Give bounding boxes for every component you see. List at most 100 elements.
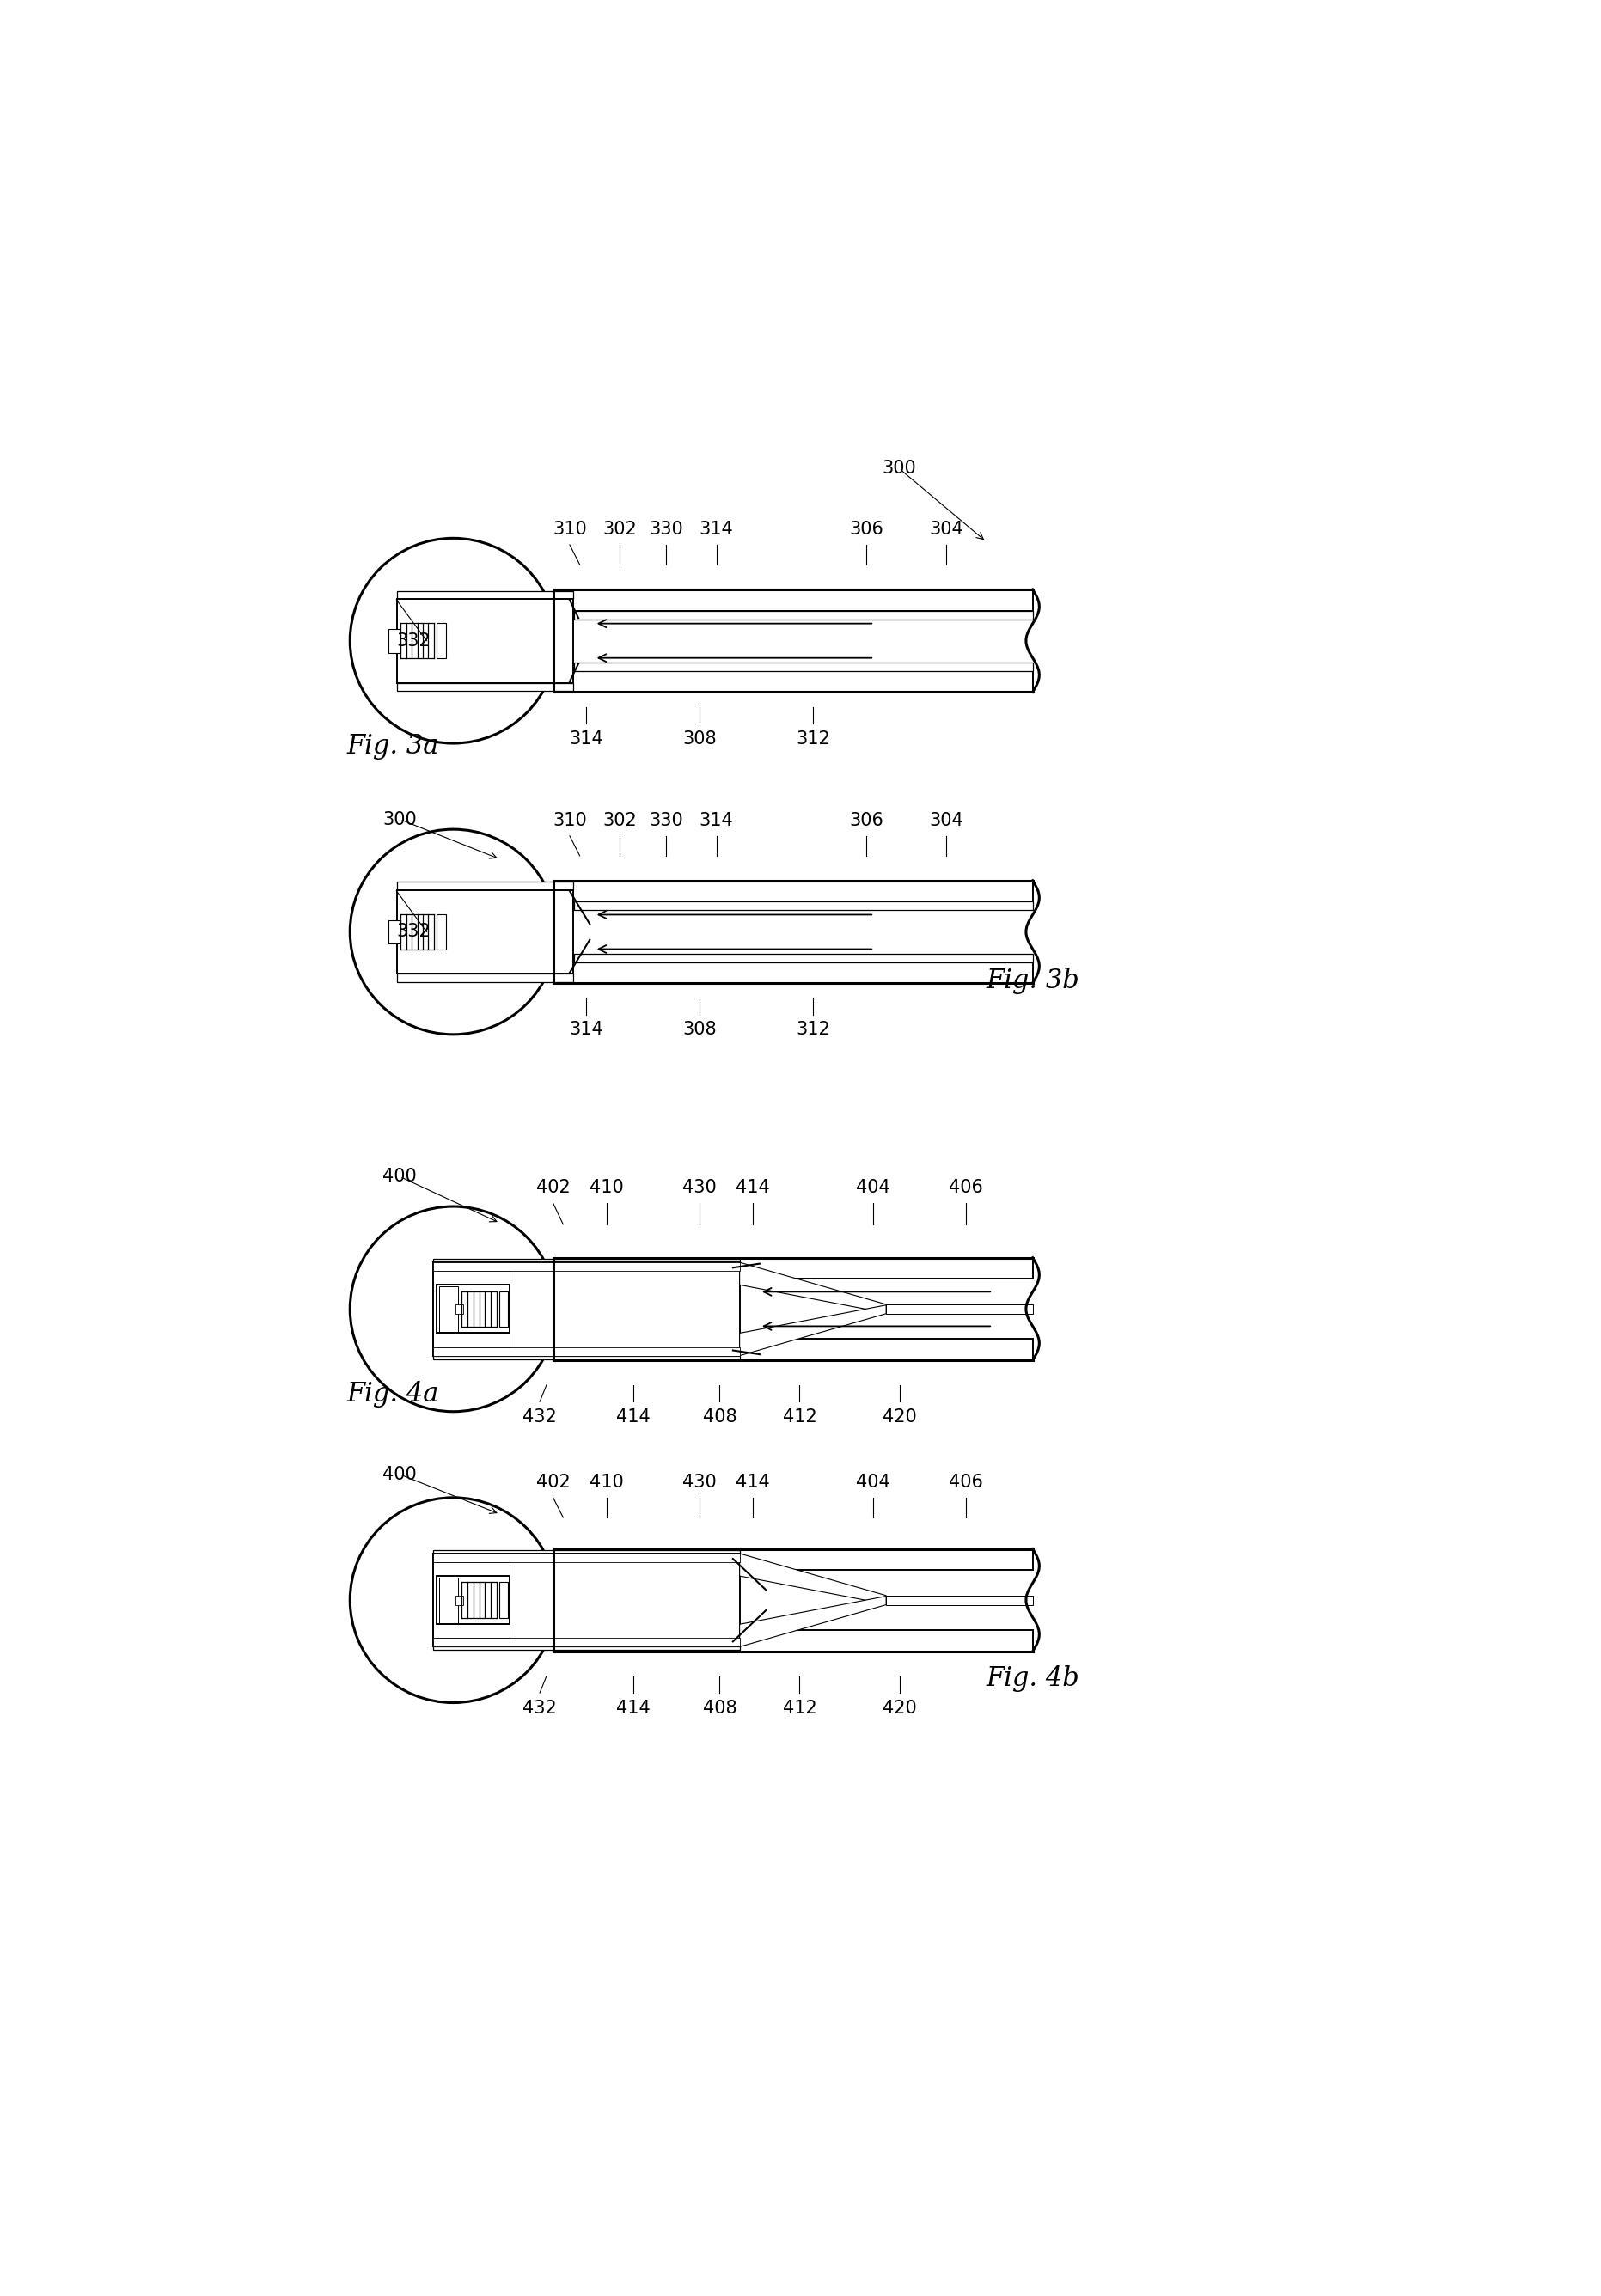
Text: 402: 402 [536,1474,570,1490]
Bar [389,629,400,652]
Circle shape [351,1205,557,1412]
Text: 400: 400 [383,1169,416,1185]
Bar [434,1637,740,1646]
Text: 414: 414 [736,1474,770,1490]
Bar [500,1290,508,1327]
Bar [434,1554,740,1646]
Text: 300: 300 [882,459,916,478]
Text: Fig. 4a: Fig. 4a [347,1380,439,1407]
Text: 404: 404 [855,1474,890,1490]
Bar [885,1596,1033,1605]
Bar [397,882,573,891]
Text: 414: 414 [616,1699,650,1717]
Bar [500,1582,508,1619]
Bar [552,670,1033,691]
Bar [437,1334,509,1348]
Bar [549,1545,1039,1655]
Bar [397,682,573,691]
Text: 410: 410 [589,1180,623,1196]
Bar [575,953,1033,962]
Circle shape [351,1497,557,1704]
Text: 432: 432 [522,1407,557,1426]
Bar [434,1258,740,1263]
Bar [434,1348,740,1355]
Text: 302: 302 [602,813,637,829]
Text: 314: 314 [700,521,733,537]
Bar [397,682,573,691]
Bar [434,1258,740,1263]
Bar [437,1272,509,1286]
Text: Fig. 3a: Fig. 3a [347,732,439,760]
Bar [500,1290,508,1327]
Bar [397,974,573,983]
Text: 412: 412 [783,1407,817,1426]
Bar [552,1550,1033,1570]
Text: 406: 406 [949,1474,983,1490]
Bar [500,1582,508,1619]
Text: 306: 306 [849,521,884,537]
Bar [552,1630,1033,1651]
Text: 300: 300 [383,810,416,829]
Text: 430: 430 [682,1474,717,1490]
Bar [552,962,1033,983]
Circle shape [351,829,557,1035]
Bar [437,1334,509,1348]
Bar [437,1623,509,1637]
Text: 314: 314 [700,813,733,829]
Bar [885,1596,1033,1605]
Bar [437,1272,509,1286]
Text: 312: 312 [796,730,829,746]
Bar [434,1263,740,1272]
Text: 306: 306 [849,813,884,829]
Bar [397,882,573,891]
Bar [434,1348,740,1355]
Bar [434,1554,740,1561]
Bar [575,611,1033,620]
Polygon shape [740,1263,885,1313]
Text: 400: 400 [383,1465,416,1483]
Text: 308: 308 [682,730,717,746]
Text: 330: 330 [650,813,684,829]
Text: Fig. 3b: Fig. 3b [986,967,1079,994]
Bar [552,962,1033,983]
Text: 420: 420 [882,1407,916,1426]
Bar [434,1646,740,1651]
Bar [552,1339,1033,1359]
Polygon shape [740,1554,885,1605]
Text: 420: 420 [882,1699,916,1717]
Bar [575,953,1033,962]
Bar [439,1577,458,1623]
Bar [885,1304,1033,1313]
Text: 302: 302 [602,521,637,537]
Text: 308: 308 [682,1022,717,1038]
Bar [439,1286,458,1332]
Bar [434,1263,740,1272]
Bar [552,670,1033,691]
Bar [885,1304,1033,1313]
Bar [549,585,1039,696]
Text: 304: 304 [929,521,964,537]
Bar [552,1550,1033,1570]
Bar [434,1554,740,1561]
Bar [552,1339,1033,1359]
Bar [552,882,1033,902]
Bar [437,1561,509,1575]
Text: 304: 304 [929,813,964,829]
Text: 332: 332 [395,631,431,650]
Bar [575,611,1033,620]
Bar [549,1254,1039,1364]
Bar [437,1575,509,1623]
Bar [437,1623,509,1637]
Text: 408: 408 [703,1699,736,1717]
Bar [437,914,447,951]
Bar [434,1646,740,1651]
Bar [437,914,447,951]
Text: 406: 406 [949,1180,983,1196]
Bar [439,1286,458,1332]
Bar [437,622,447,659]
Bar [437,1286,509,1334]
Text: 314: 314 [570,1022,604,1038]
Text: 314: 314 [570,730,604,746]
Bar [575,661,1033,670]
Text: 414: 414 [736,1180,770,1196]
